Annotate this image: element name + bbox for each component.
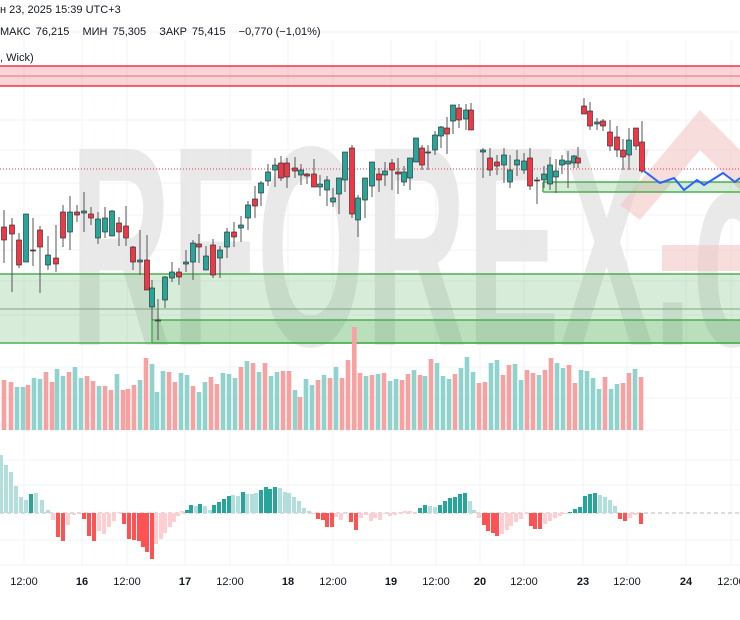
time-label: 12:00 (216, 576, 244, 588)
time-label: 12:00 (717, 576, 740, 588)
time-label: 12:00 (10, 576, 38, 588)
high-label: МАКС 76,215 (0, 26, 70, 38)
time-label: 20 (473, 576, 487, 588)
volume-bars (1, 327, 644, 430)
time-label: 12:00 (113, 576, 141, 588)
candles (1, 98, 645, 340)
zones (0, 65, 740, 344)
svg-text:RFOREX.c: RFOREX.c (70, 88, 740, 406)
close-label: ЗАКР 75,415 (159, 26, 226, 38)
time-label: 24 (679, 576, 693, 588)
time-label: 12:00 (613, 576, 641, 588)
time-label: 16 (75, 576, 89, 588)
macd-histogram (0, 455, 740, 559)
change-value: −0,770 (−1,01%) (238, 26, 321, 38)
time-label: 17 (178, 576, 192, 588)
time-label: 18 (281, 576, 295, 588)
low-label: МИН 75,305 (82, 26, 147, 38)
indicator-legend[interactable]: , Wick) (0, 52, 34, 64)
time-label: 19 (384, 576, 398, 588)
watermark: RFOREX.c (70, 88, 740, 406)
header-ohlc: МАКС 76,215 МИН 75,305 ЗАКР 75,415 −0,770 (… (0, 26, 326, 38)
time-label: 23 (576, 576, 590, 588)
header-datetime: н 23, 2025 15:39 UTC+3 (0, 4, 121, 16)
time-label: 12:00 (510, 576, 538, 588)
forecast-line[interactable] (643, 170, 740, 192)
time-label: 12:00 (319, 576, 347, 588)
time-label: 12:00 (422, 576, 450, 588)
